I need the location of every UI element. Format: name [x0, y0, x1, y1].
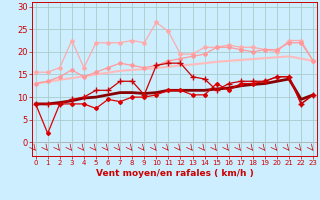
- X-axis label: Vent moyen/en rafales ( km/h ): Vent moyen/en rafales ( km/h ): [96, 169, 253, 178]
